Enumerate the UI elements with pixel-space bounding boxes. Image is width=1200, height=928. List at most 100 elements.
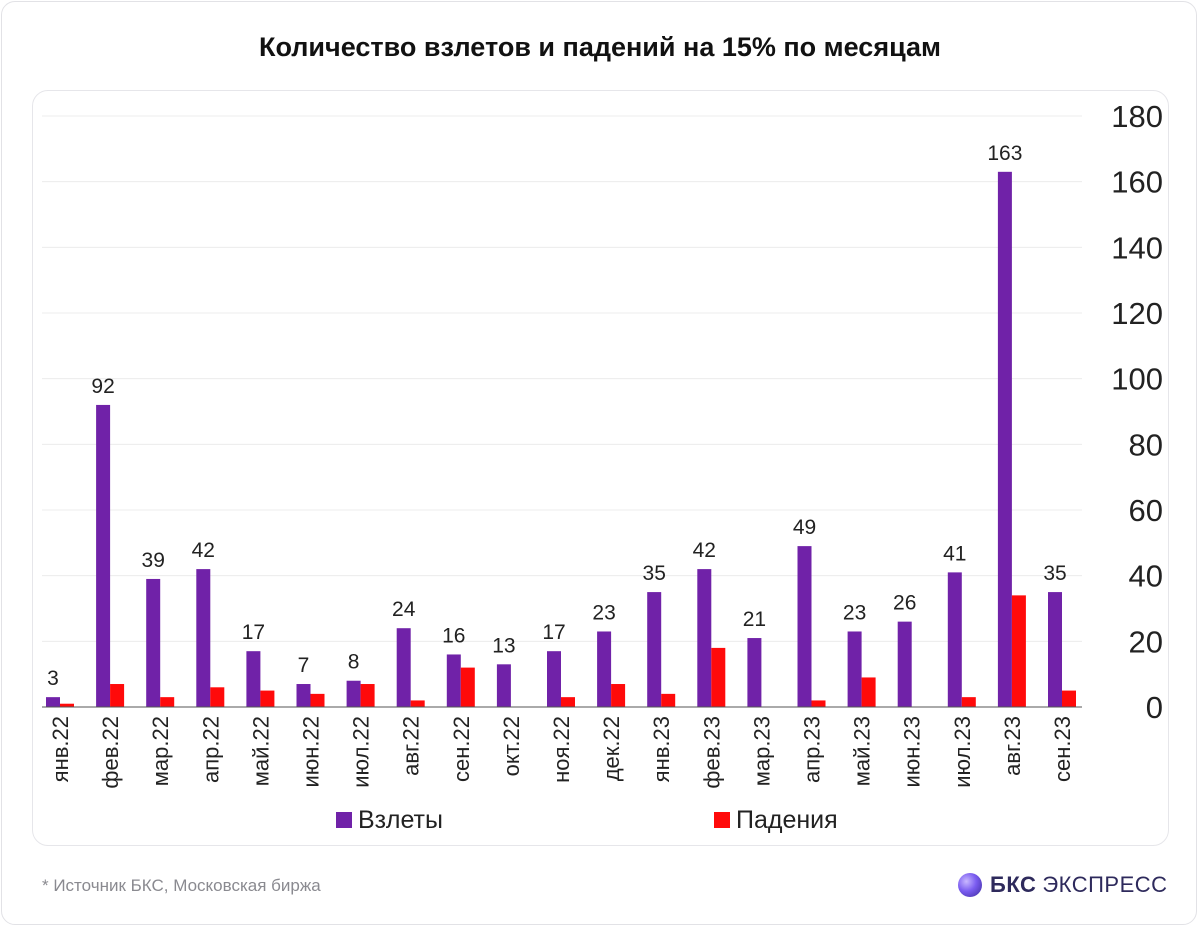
bar-falls (661, 693, 676, 707)
bar-falls (360, 684, 375, 707)
data-label-rises: 16 (442, 624, 465, 647)
x-tick-label: мар.22 (148, 716, 173, 786)
bar-falls (811, 700, 826, 707)
data-label-rises: 17 (242, 621, 265, 644)
bar-rises (697, 569, 712, 707)
bar-falls (961, 697, 976, 707)
data-label-rises: 35 (643, 562, 666, 585)
bar-rises (547, 651, 561, 707)
x-tick-label: ноя.22 (549, 716, 574, 783)
y-tick-label: 80 (1129, 427, 1163, 462)
bar-rises (947, 572, 962, 707)
data-label-rises: 23 (843, 601, 866, 624)
bar-falls (1062, 690, 1076, 707)
brand-name-bold: БКС (990, 872, 1037, 897)
bar-rises (446, 654, 461, 707)
bar-falls (410, 700, 425, 707)
x-tick-label: фев.22 (98, 716, 123, 789)
bar-rises (997, 171, 1012, 708)
x-tick-label: янв.22 (48, 716, 73, 782)
y-tick-label: 180 (1111, 99, 1163, 134)
x-tick-label: окт.22 (499, 716, 524, 776)
bar-rises (496, 664, 511, 707)
bar-falls (110, 684, 125, 707)
bar-falls (160, 697, 175, 707)
data-label-rises: 49 (793, 516, 816, 539)
y-tick-label: 40 (1129, 559, 1163, 594)
x-tick-label: авг.22 (399, 716, 424, 776)
bar-falls (210, 687, 225, 707)
data-label-rises: 3 (47, 667, 59, 690)
legend-item-rises: Взлеты (336, 804, 443, 836)
brand-logo: БКС ЭКСПРЕСС (958, 868, 1168, 902)
bar-falls (611, 684, 626, 707)
x-tick-label: май.23 (850, 716, 875, 786)
bar-rises (647, 592, 662, 707)
data-label-rises: 24 (392, 598, 416, 621)
bar-falls (310, 693, 325, 707)
x-tick-label: апр.22 (198, 716, 223, 783)
y-tick-label: 160 (1111, 165, 1163, 200)
data-label-rises: 8 (348, 651, 360, 674)
data-label-rises: 163 (987, 142, 1022, 165)
x-tick-label: сен.22 (449, 716, 474, 782)
x-tick-label: май.22 (248, 716, 273, 786)
data-label-rises: 35 (1043, 562, 1066, 585)
y-tick-label: 60 (1129, 493, 1163, 528)
x-tick-label: апр.23 (800, 716, 825, 783)
bar-rises (797, 546, 812, 707)
chart-title: Количество взлетов и падений на 15% по м… (258, 32, 941, 62)
x-tick-label: июл.22 (349, 716, 374, 788)
x-tick-label: авг.23 (1000, 716, 1025, 776)
data-label-rises: 42 (192, 539, 215, 562)
bar-rises (1048, 592, 1062, 707)
bar-falls (711, 647, 726, 707)
data-label-rises: 13 (492, 634, 515, 657)
bar-chart: 0 20 40 60 80 100 120 140 160 180 3 янв.22 92 фев.22 3… (42, 99, 1163, 789)
y-tick-label: 140 (1111, 230, 1163, 265)
bar-rises (296, 684, 311, 707)
data-label-rises: 92 (91, 375, 114, 398)
data-label-rises: 41 (943, 542, 966, 565)
x-tick-label: июн.22 (299, 716, 324, 788)
legend-label-falls: Падения (736, 805, 838, 834)
legend-swatch-rises (336, 812, 352, 828)
bar-rises (96, 404, 111, 707)
y-tick-label: 20 (1129, 624, 1163, 659)
brand-name: БКС ЭКСПРЕСС (990, 872, 1168, 898)
data-label-rises: 39 (142, 549, 165, 572)
bar-rises (847, 631, 862, 707)
y-tick-label: 120 (1111, 296, 1163, 331)
data-label-rises: 23 (592, 601, 615, 624)
x-tick-label: фев.23 (699, 716, 724, 789)
data-label-rises: 17 (542, 621, 565, 644)
source-note: * Источник БКС, Московская биржа (42, 876, 321, 895)
legend-item-falls: Падения (714, 804, 838, 836)
bar-rises (196, 569, 211, 707)
data-label-rises: 7 (298, 654, 310, 677)
bar-falls (260, 690, 275, 707)
bar-rises (747, 638, 762, 707)
bar-rises (46, 697, 60, 707)
legend-swatch-falls (714, 812, 730, 828)
x-tick-label: июл.23 (950, 716, 975, 788)
bar-falls (1011, 595, 1026, 707)
data-label-rises: 42 (693, 539, 716, 562)
x-tick-label: дек.22 (599, 716, 624, 781)
x-tick-label: мар.23 (749, 716, 774, 786)
bar-falls (561, 697, 575, 707)
brand-sphere-icon (958, 873, 982, 897)
bar-rises (897, 621, 912, 707)
bar-rises (346, 680, 361, 707)
data-label-rises: 21 (743, 608, 766, 631)
bar-falls (861, 677, 876, 707)
bar-rises (597, 631, 612, 707)
bar-rises (146, 578, 161, 707)
data-label-rises: 26 (893, 592, 916, 615)
x-tick-label: сен.23 (1050, 716, 1075, 782)
x-tick-label: янв.23 (649, 716, 674, 782)
y-tick-label: 0 (1146, 690, 1163, 725)
bar-falls (60, 703, 74, 707)
bar-rises (396, 628, 411, 707)
chart-panel (32, 90, 1169, 846)
